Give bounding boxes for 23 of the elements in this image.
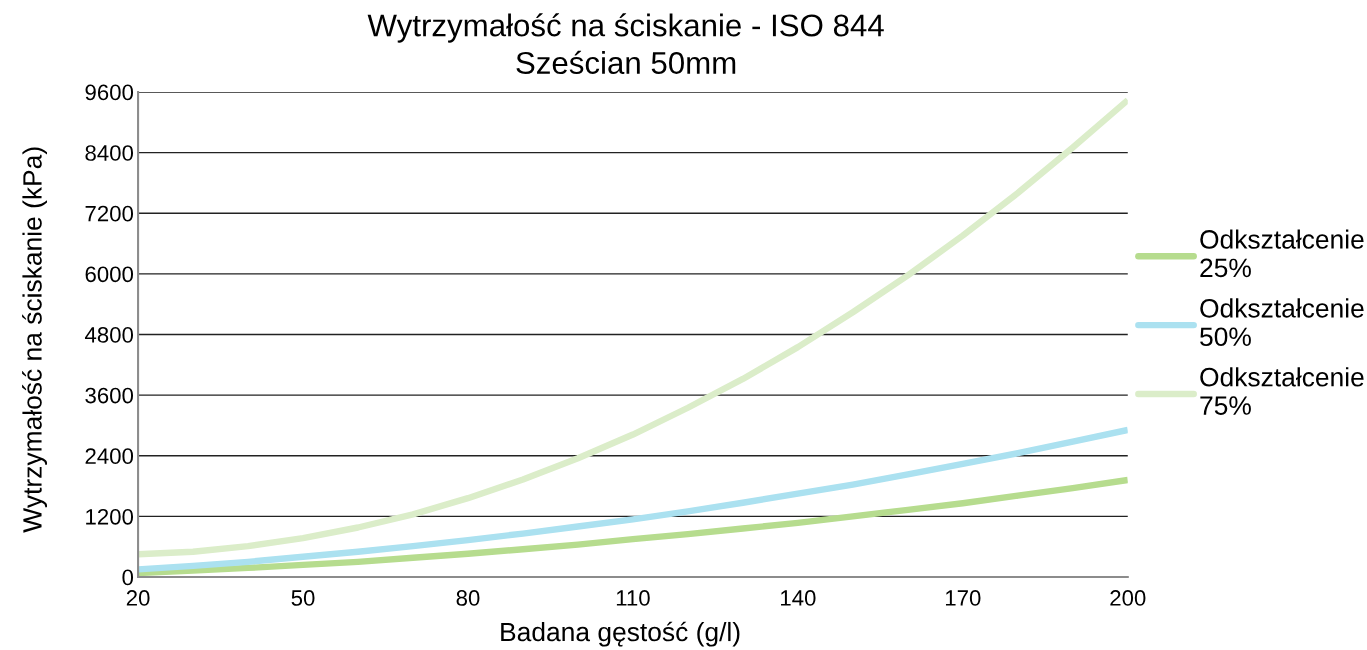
legend-label: Odkształcenie 75% [1200,367,1364,415]
y-tick-label: 3600 [85,387,134,404]
x-tick-label: 80 [456,590,480,606]
y-tick-label: 6000 [85,266,134,283]
x-tick-label: 200 [1110,590,1146,606]
x-axis-title: Badana gęstość (g/l) [501,621,740,647]
x-tick-label: 170 [945,590,981,606]
y-tick-label: 4800 [84,327,134,343]
y-axis-title: Wytrzymałość na ściskanie (kPa) [22,147,48,533]
y-tick-label: 0 [122,569,134,586]
y-tick-label: 2400 [85,448,134,465]
legend-label: Odkształcenie 50% [1200,298,1364,347]
legend-label: Odkształcenie 25% [1200,229,1364,278]
chart-subtitle: Sześcian 50mm [516,50,736,75]
chart-title: Wytrzymałość na ściskanie - ISO 844 [367,13,884,43]
y-tick-label: 8400 [85,145,134,161]
x-tick-label: 50 [291,590,315,606]
x-tick-label: 20 [126,590,150,606]
y-tick-label: 9600 [85,84,134,101]
x-tick-label: 110 [616,590,650,606]
x-tick-label: 140 [781,590,816,606]
y-tick-label: 7200 [85,205,134,222]
y-tick-label: 1200 [86,508,134,525]
